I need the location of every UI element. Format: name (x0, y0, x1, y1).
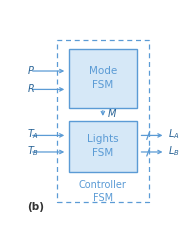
Bar (69, 121, 137, 172)
Bar (57, 40, 149, 202)
Text: $T_A$: $T_A$ (27, 128, 39, 141)
Text: Mode
FSM: Mode FSM (89, 66, 117, 90)
Text: $L_B$: $L_B$ (168, 144, 180, 158)
Text: $P$: $P$ (27, 64, 35, 76)
Text: (b): (b) (27, 202, 44, 212)
Text: $L_A$: $L_A$ (168, 128, 180, 141)
Text: Lights
FSM: Lights FSM (87, 135, 119, 158)
Text: $M$: $M$ (107, 107, 118, 119)
Text: $R$: $R$ (27, 82, 35, 94)
Text: $T_B$: $T_B$ (27, 144, 39, 158)
Text: Controller
FSM: Controller FSM (79, 180, 127, 203)
Bar (69, 49, 137, 108)
